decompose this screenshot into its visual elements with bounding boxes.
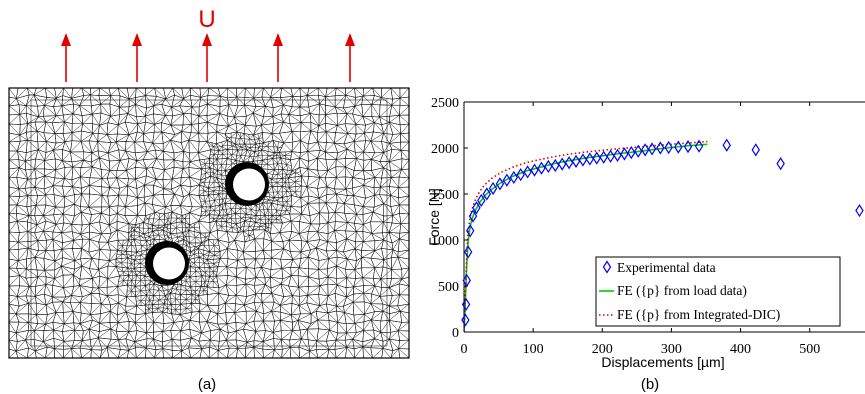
tick-labels: 0 100 200 300 400 500 0 500 1000 1500 2000 2500 <box>431 96 820 357</box>
experimental-point <box>516 168 525 182</box>
plot-markers <box>461 138 864 327</box>
legend-entry-fe-idic: FE ({p} from Integrated-DIC) <box>617 307 780 322</box>
experimental-point <box>472 201 481 215</box>
panel-b-caption: (b) <box>641 376 659 393</box>
experimental-point <box>855 203 864 218</box>
experimental-point <box>502 173 512 187</box>
x-tick-label: 400 <box>730 342 751 357</box>
experimental-point <box>495 177 505 191</box>
experimental-point <box>599 150 608 164</box>
load-arrow <box>273 33 283 82</box>
legend-symbols <box>599 260 614 316</box>
experimental-point <box>564 156 574 170</box>
experimental-point <box>557 157 567 171</box>
plate-border <box>8 87 410 359</box>
experimental-point <box>482 187 492 201</box>
mesh-lines <box>9 88 409 358</box>
mesh-inner-border <box>30 99 388 347</box>
experimental-point <box>466 224 475 238</box>
hole-opening <box>233 168 265 201</box>
x-tick-label: 200 <box>592 342 613 357</box>
axes <box>463 101 865 333</box>
experimental-point <box>647 142 657 156</box>
experimental-point <box>674 140 683 154</box>
load-arrow <box>345 33 355 82</box>
experimental-point <box>477 193 486 208</box>
x-axis-label: Displacements [µm] <box>601 354 724 370</box>
y-tick-label: 0 <box>452 326 459 341</box>
y-tick-label: 2500 <box>431 96 459 111</box>
mesh-panel: U (a) <box>8 6 410 393</box>
x-tick-label: 0 <box>461 342 468 357</box>
experimental-point <box>463 245 473 259</box>
experimental-point <box>694 139 704 153</box>
experimental-point <box>656 141 665 155</box>
experimental-point <box>683 140 693 154</box>
finite-element-mesh <box>9 88 409 358</box>
legend-entry-experimental: Experimental data <box>617 260 716 275</box>
experimental-point <box>551 158 560 173</box>
experimental-point <box>722 138 731 152</box>
load-arrow <box>61 33 71 82</box>
y-tick-label: 500 <box>438 280 459 295</box>
experimental-point <box>468 209 478 223</box>
x-tick-label: 500 <box>799 342 820 357</box>
x-tick-label: 100 <box>523 342 544 357</box>
experimental-point <box>571 154 581 168</box>
holes <box>145 162 269 285</box>
load-arrows <box>61 33 355 82</box>
load-arrow <box>202 33 212 82</box>
experimental-point <box>664 140 673 155</box>
y-tick-label: 1000 <box>431 234 459 249</box>
fe-integrated-dic-line <box>464 140 708 332</box>
experimental-point <box>530 163 539 177</box>
y-axis-label: Force [N] <box>426 188 442 246</box>
hole <box>145 241 189 285</box>
experimental-point <box>620 147 629 161</box>
experimental-point <box>462 273 471 288</box>
y-tick-label: 2000 <box>431 142 459 157</box>
experimental-point <box>585 152 595 166</box>
experimental-point <box>634 144 643 158</box>
load-label: U <box>198 6 215 33</box>
experimental-point <box>461 313 470 327</box>
legend: Experimental data FE ({p} from load data… <box>595 256 841 327</box>
experimental-point <box>613 148 622 162</box>
load-arrow <box>132 33 142 82</box>
experimental-point <box>509 170 518 185</box>
panel-a-caption: (a) <box>198 376 216 393</box>
y-tick-label: 1500 <box>431 188 459 203</box>
fe-load-data-line <box>464 143 708 332</box>
experimental-point <box>488 181 498 196</box>
hole <box>225 162 269 206</box>
x-tick-label: 300 <box>661 342 682 357</box>
experimental-point <box>592 151 601 165</box>
force-displacement-chart: 0 100 200 300 400 500 0 500 1000 1500 2000 2500 Dis… <box>426 96 865 393</box>
legend-entry-fe-load: FE ({p} from load data) <box>617 283 747 298</box>
plot-curves <box>464 140 708 332</box>
experimental-point <box>776 157 785 171</box>
experimental-point <box>606 149 615 163</box>
experimental-point <box>751 143 760 157</box>
experimental-point <box>640 143 650 157</box>
hole-opening <box>153 247 185 280</box>
experimental-point <box>544 159 553 174</box>
experimental-point <box>578 153 588 167</box>
experimental-point <box>537 161 546 175</box>
experimental-point <box>461 297 471 312</box>
legend-marker-diamond <box>602 260 612 274</box>
legend-box <box>595 256 841 327</box>
experimental-point <box>523 165 532 179</box>
experimental-point <box>627 145 636 160</box>
